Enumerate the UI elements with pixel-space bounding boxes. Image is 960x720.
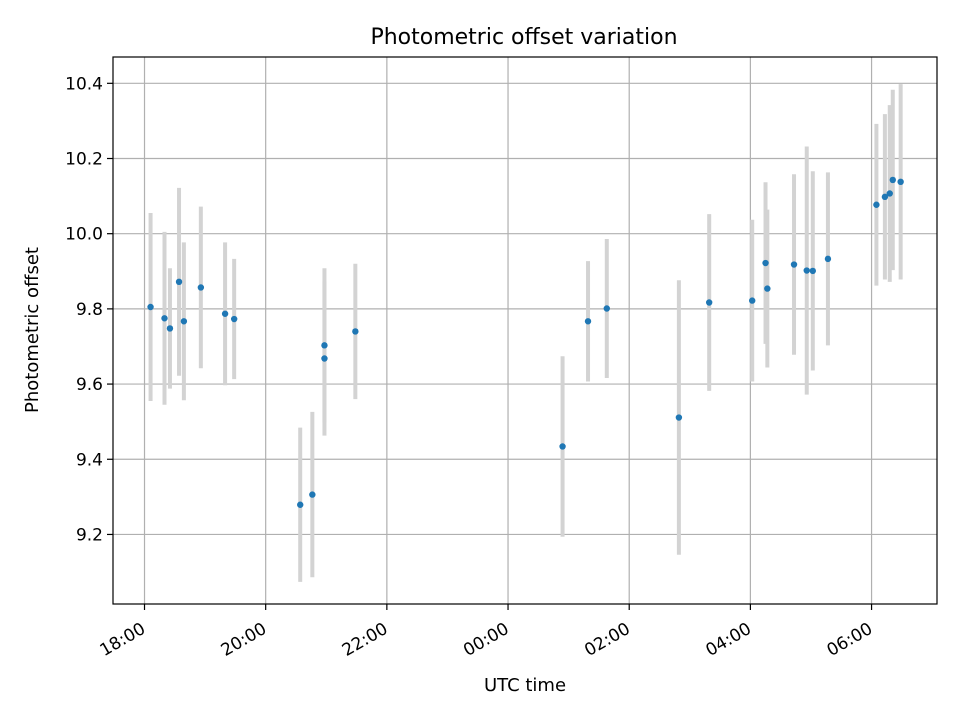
- y-tick-label: 10.4: [65, 74, 103, 94]
- x-tick-label: 20:00: [218, 619, 270, 661]
- data-point: [175, 278, 183, 286]
- data-point: [352, 328, 359, 335]
- data-point: [803, 267, 810, 274]
- data-point: [180, 318, 188, 325]
- data-point: [889, 176, 896, 184]
- data-point: [603, 305, 610, 312]
- data-point: [321, 342, 328, 349]
- y-tick-label: 10.0: [65, 225, 103, 245]
- y-tick-label: 10.2: [65, 150, 103, 170]
- data-point: [824, 255, 832, 263]
- chart-title: Photometric offset variation: [370, 25, 677, 50]
- data-point: [147, 303, 154, 311]
- y-tick-label: 9.8: [76, 300, 103, 320]
- data-point: [166, 325, 174, 332]
- data-point: [197, 284, 205, 291]
- data-point: [764, 285, 771, 292]
- data-point: [790, 261, 798, 268]
- data-point: [221, 310, 229, 317]
- data-point: [897, 178, 904, 186]
- data-point: [559, 443, 566, 450]
- x-tick-label: 00:00: [460, 619, 512, 661]
- x-tick-label: 18:00: [97, 619, 149, 661]
- y-axis: 9.2 9.4 9.6 9.8 10.0 10.2 10.4: [65, 74, 113, 545]
- y-axis-label: Photometric offset: [22, 247, 43, 413]
- data-point: [749, 297, 756, 304]
- x-tick-label: 06:00: [824, 619, 876, 661]
- x-tick-label: 22:00: [339, 619, 391, 661]
- data-point: [809, 267, 816, 275]
- data-point: [161, 315, 168, 322]
- y-tick-label: 9.6: [76, 375, 103, 395]
- x-tick-label: 02:00: [581, 619, 633, 661]
- data-point: [309, 491, 316, 498]
- x-axis-label: UTC time: [484, 675, 566, 696]
- x-axis: 18:00 20:00 22:00 00:00 02:00 04:00 06:00: [97, 604, 876, 661]
- data-points: [147, 176, 904, 508]
- data-point: [584, 318, 592, 325]
- data-point: [297, 501, 304, 508]
- y-tick-label: 9.2: [76, 525, 103, 545]
- data-point: [762, 259, 769, 267]
- data-point: [881, 193, 889, 201]
- x-tick-label: 04:00: [702, 619, 754, 661]
- data-point: [675, 414, 683, 421]
- data-point: [705, 299, 713, 306]
- data-point: [230, 315, 238, 323]
- y-tick-label: 9.4: [76, 450, 103, 470]
- data-point: [886, 190, 893, 197]
- data-point: [321, 355, 328, 362]
- data-point: [873, 201, 880, 208]
- plot-area-frame: [112, 56, 938, 605]
